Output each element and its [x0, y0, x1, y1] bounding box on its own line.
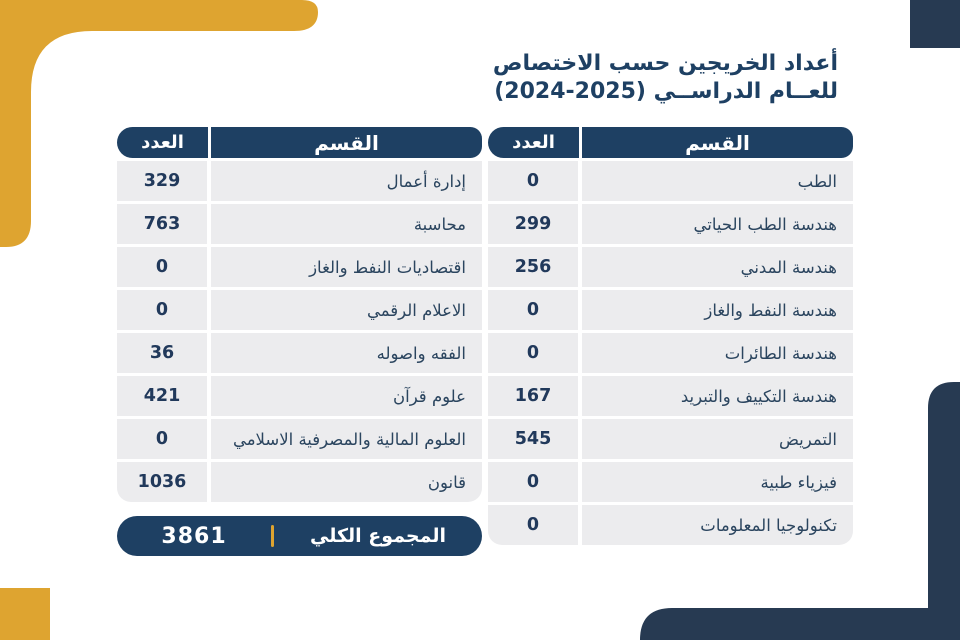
department-cell: تكنولوجيا المعلومات: [582, 505, 853, 545]
table-header: القسم العدد: [488, 127, 853, 158]
table-row: هندسة المدني 256: [488, 247, 853, 287]
table-row: فيزياء طبية 0: [488, 462, 853, 502]
count-cell: 421: [117, 376, 207, 416]
header-column-separator: [579, 127, 582, 158]
header-department-column: القسم: [314, 130, 379, 155]
department-cell: إدارة أعمال: [211, 161, 482, 201]
table-row: قانون 1036: [117, 462, 482, 502]
department-cell: الطب: [582, 161, 853, 201]
count-cell: 0: [488, 462, 578, 502]
table-row: الاعلام الرقمي 0: [117, 290, 482, 330]
header-column-separator: [208, 127, 211, 158]
department-cell: هندسة النفط والغاز: [582, 290, 853, 330]
department-cell: هندسة المدني: [582, 247, 853, 287]
table-rows: الطب 0 هندسة الطب الحياتي 299 هندسة المد…: [488, 161, 853, 545]
count-cell: 36: [117, 333, 207, 373]
count-cell: 0: [117, 290, 207, 330]
table-rows: إدارة أعمال 329 محاسبة 763 اقتصاديات الن…: [117, 161, 482, 502]
count-cell: 0: [488, 161, 578, 201]
header-count-column: العدد: [512, 132, 555, 153]
department-cell: محاسبة: [211, 204, 482, 244]
table-row: التمريض 545: [488, 419, 853, 459]
department-cell: العلوم المالية والمصرفية الاسلامي: [211, 419, 482, 459]
table-row: علوم قرآن 421: [117, 376, 482, 416]
table-row: محاسبة 763: [117, 204, 482, 244]
page-title-line2: للعــام الدراســي (2025-2024): [494, 79, 838, 105]
header-count-column: العدد: [141, 132, 184, 153]
table-row: هندسة التكييف والتبريد 167: [488, 376, 853, 416]
department-cell: علوم قرآن: [211, 376, 482, 416]
department-cell: الفقه واصوله: [211, 333, 482, 373]
count-cell: 329: [117, 161, 207, 201]
department-cell: هندسة الطب الحياتي: [582, 204, 853, 244]
department-cell: قانون: [211, 462, 482, 502]
count-cell: 545: [488, 419, 578, 459]
departments-table-left: القسم العدد إدارة أعمال 329 محاسبة 763 ا…: [117, 127, 482, 556]
department-cell: فيزياء طبية: [582, 462, 853, 502]
count-cell: 0: [488, 290, 578, 330]
department-cell: الاعلام الرقمي: [211, 290, 482, 330]
table-row: تكنولوجيا المعلومات 0: [488, 505, 853, 545]
navy-square-top-right-decoration: [910, 0, 960, 48]
grand-total-value: 3861: [161, 523, 227, 549]
count-cell: 256: [488, 247, 578, 287]
count-cell: 1036: [117, 462, 207, 502]
table-row: هندسة الطب الحياتي 299: [488, 204, 853, 244]
departments-table-right: القسم العدد الطب 0 هندسة الطب الحياتي 29…: [488, 127, 853, 545]
grand-total-bar: المجموع الكلي 3861: [117, 516, 482, 556]
header-department-column: القسم: [685, 130, 750, 155]
count-cell: 0: [488, 505, 578, 545]
table-row: الفقه واصوله 36: [117, 333, 482, 373]
table-header: القسم العدد: [117, 127, 482, 158]
table-row: إدارة أعمال 329: [117, 161, 482, 201]
count-cell: 763: [117, 204, 207, 244]
page-title-line1: أعداد الخريجين حسب الاختصاص: [492, 51, 838, 76]
department-cell: هندسة التكييف والتبريد: [582, 376, 853, 416]
table-row: الطب 0: [488, 161, 853, 201]
gold-square-bottom-left-decoration: [0, 588, 50, 640]
table-row: العلوم المالية والمصرفية الاسلامي 0: [117, 419, 482, 459]
count-cell: 0: [488, 333, 578, 373]
page-title: أعداد الخريجين حسب الاختصاص للعــام الدر…: [493, 50, 838, 106]
count-cell: 167: [488, 376, 578, 416]
count-cell: 0: [117, 419, 207, 459]
count-cell: 299: [488, 204, 578, 244]
table-row: اقتصاديات النفط والغاز 0: [117, 247, 482, 287]
count-cell: 0: [117, 247, 207, 287]
table-row: هندسة الطائرات 0: [488, 333, 853, 373]
navy-corner-frame-bottom-right-decoration: [640, 382, 960, 640]
grand-total-label: المجموع الكلي: [310, 525, 447, 547]
department-cell: التمريض: [582, 419, 853, 459]
department-cell: هندسة الطائرات: [582, 333, 853, 373]
table-row: هندسة النفط والغاز 0: [488, 290, 853, 330]
department-cell: اقتصاديات النفط والغاز: [211, 247, 482, 287]
grand-total-separator: [271, 525, 275, 547]
gold-corner-frame-top-left-decoration: [0, 0, 318, 247]
